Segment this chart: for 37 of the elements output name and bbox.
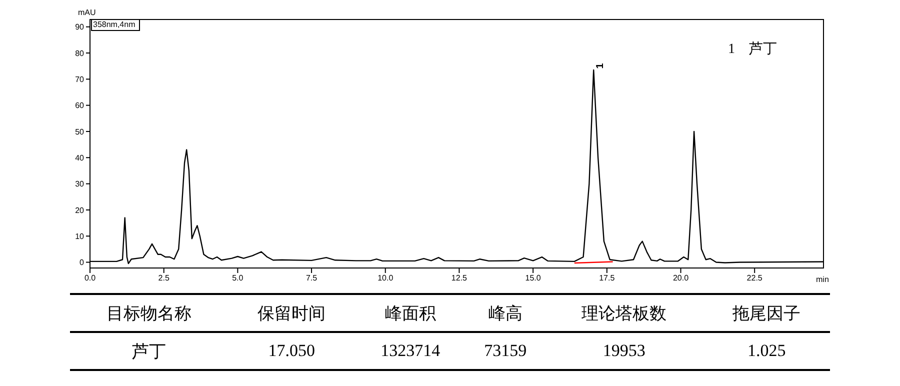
y-tick-label: 40	[75, 153, 85, 162]
annotation: 1	[595, 62, 606, 69]
text: 17.050	[267, 340, 316, 362]
y-tick-label: 70	[75, 75, 85, 84]
x-tick-label: 17.5	[599, 274, 616, 283]
x-tick-label: 10.0	[378, 274, 394, 283]
text: 芦丁	[131, 340, 168, 362]
y-tick-label: 60	[75, 101, 85, 110]
text: 1.025	[746, 340, 787, 362]
text: 1323714	[380, 340, 442, 362]
text: 保留时间	[256, 302, 327, 324]
text: 峰面积	[384, 302, 437, 324]
x-tick-label: 2.5	[158, 274, 170, 283]
x-tick-label: 22.5	[746, 274, 763, 283]
y-tick-label: 0	[80, 258, 85, 268]
y-tick-label: 10	[75, 232, 85, 241]
x-tick-label: 15.0	[525, 274, 542, 283]
text: 目标物名称	[106, 302, 193, 324]
annotation: 1 芦丁	[728, 40, 777, 58]
x-tick-label: 7.5	[306, 274, 318, 283]
x-axis-title: min	[816, 275, 829, 284]
y-tick-label: 20	[75, 206, 85, 215]
y-tick-label: 30	[75, 180, 85, 189]
x-tick-label: 0.0	[84, 274, 96, 283]
y-tick-label: 50	[75, 127, 85, 136]
y-axis-title: mAU	[78, 8, 96, 17]
y-tick-label: 90	[75, 22, 85, 32]
text: 19953	[602, 340, 646, 362]
x-tick-label: 20.0	[672, 274, 690, 283]
y-tick-label: 80	[75, 48, 85, 58]
text: 拖尾因子	[732, 302, 802, 324]
text: 峰高	[487, 302, 524, 324]
x-tick-label: 5.0	[232, 274, 244, 283]
text: 73159	[483, 340, 528, 362]
annotation: 358nm,4nm	[91, 19, 140, 31]
x-tick-label: 12.5	[451, 274, 468, 283]
text: 理论塔板数	[580, 302, 668, 324]
